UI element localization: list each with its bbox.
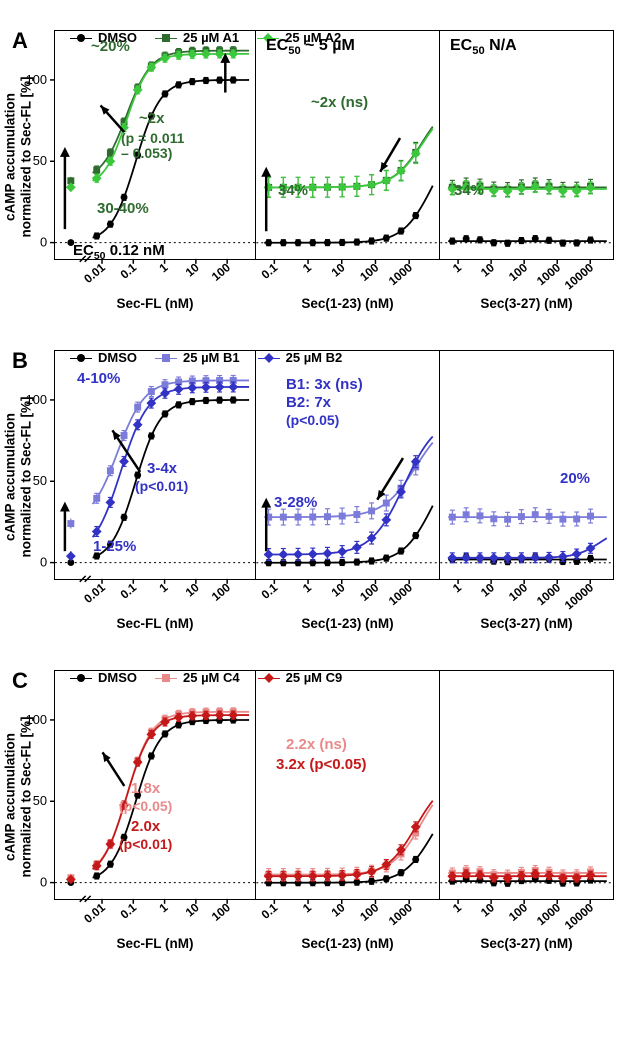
ec50-label: EC50 ~ 5 µM [266, 37, 355, 58]
row-B: BDMSO25 µM B125 µM B2cAMP accumulationno… [10, 350, 617, 580]
annotation: 4-10% [77, 371, 120, 388]
annotation: 34% [278, 183, 308, 200]
svg-text:50: 50 [33, 793, 47, 808]
annotation: (p<0.01) [119, 837, 172, 852]
annotation: 2.2x (ns) [286, 737, 347, 754]
x-axis-label: Sec(3-27) (nM) [440, 616, 613, 631]
panel-label: C [12, 668, 28, 694]
panel-C-3: 110100100010000Sec(3-27) (nM) [440, 670, 614, 900]
svg-text:100: 100 [26, 712, 47, 727]
annotation: B2: 7x [286, 395, 331, 412]
svg-text:50: 50 [33, 473, 47, 488]
x-axis-label: Sec(1-23) (nM) [256, 296, 439, 311]
annotation: 34% [454, 183, 484, 200]
panel-B-2: 0.11101001000B1: 3x (ns)B2: 7x(p<0.05)3-… [256, 350, 440, 580]
annotation: (p<0.01) [135, 479, 188, 494]
panel-label: A [12, 28, 28, 54]
annotation: 2.0x [131, 819, 160, 836]
panel-C-2: 0.111010010002.2x (ns)3.2x (p<0.05)Sec(1… [256, 670, 440, 900]
x-axis-label: Sec(1-23) (nM) [256, 936, 439, 951]
panel-label: B [12, 348, 28, 374]
annotation: 1-25% [93, 539, 136, 556]
row-C: CDMSO25 µM C425 µM C9cAMP accumulationno… [10, 670, 617, 900]
x-axis-label: Sec(3-27) (nM) [440, 936, 613, 951]
x-axis-label: Sec-FL (nM) [55, 296, 255, 311]
panel-B-3: 11010010001000020%Sec(3-27) (nM) [440, 350, 614, 580]
panel-A-2: 0.11101001000~2x (ns)34%EC50 ~ 5 µMSec(1… [256, 30, 440, 260]
svg-text:50: 50 [33, 153, 47, 168]
svg-text:0: 0 [40, 875, 47, 890]
annotation: (p = 0.011 – 0.053) [121, 131, 184, 162]
x-axis-label: Sec(3-27) (nM) [440, 296, 613, 311]
annotation: 20% [560, 471, 590, 488]
annotation: ~20% [91, 39, 130, 56]
row-A: ADMSO25 µM A125 µM A2cAMP accumulationno… [10, 30, 617, 260]
annotation: 3.2x (p<0.05) [276, 757, 366, 774]
panel-A-1: 0501000.010.1110100~20%~2x(p = 0.011 – 0… [54, 30, 256, 260]
svg-text:0: 0 [40, 555, 47, 570]
annotation: B1: 3x (ns) [286, 377, 363, 394]
annotation: ~2x [139, 111, 164, 128]
x-axis-label: Sec(1-23) (nM) [256, 616, 439, 631]
svg-text:0: 0 [40, 235, 47, 250]
annotation: 30-40% [97, 201, 149, 218]
svg-text:100: 100 [26, 392, 47, 407]
panel-B-1: 0501000.010.11101004-10%3-4x(p<0.01)1-25… [54, 350, 256, 580]
panel-C-1: 0501000.010.11101001.8x(p<0.05)2.0x(p<0.… [54, 670, 256, 900]
ec50-label: EC50 N/A [450, 37, 517, 58]
x-axis-label: Sec-FL (nM) [55, 616, 255, 631]
annotation: 1.8x [131, 781, 160, 798]
annotation: ~2x (ns) [311, 95, 368, 112]
annotation: (p<0.05) [119, 799, 172, 814]
annotation: (p<0.05) [286, 413, 339, 428]
x-axis-label: Sec-FL (nM) [55, 936, 255, 951]
panel-A-3: 11010010001000034%EC50 N/ASec(3-27) (nM) [440, 30, 614, 260]
annotation: 3-28% [274, 495, 317, 512]
svg-text:100: 100 [26, 72, 47, 87]
annotation: 3-4x [147, 461, 177, 478]
ec50-label: EC50 0.12 nM [73, 243, 165, 263]
